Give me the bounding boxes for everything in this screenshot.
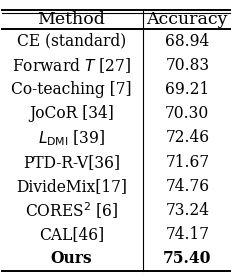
Text: CAL[46]: CAL[46] [39,226,103,243]
Text: Co-teaching [7]: Co-teaching [7] [11,81,131,98]
Text: 73.24: 73.24 [165,202,208,219]
Text: Forward $T$ [27]: Forward $T$ [27] [12,56,130,75]
Text: Accuracy: Accuracy [146,11,227,28]
Text: PTD-R-V[36]: PTD-R-V[36] [23,154,119,171]
Text: 68.94: 68.94 [164,33,209,50]
Text: 69.21: 69.21 [164,81,209,98]
Text: 74.76: 74.76 [164,178,209,195]
Text: CORES$^{2}$ [6]: CORES$^{2}$ [6] [24,200,118,221]
Text: 75.40: 75.40 [162,250,211,267]
Text: JoCoR [34]: JoCoR [34] [29,105,113,122]
Text: 71.67: 71.67 [164,154,209,171]
Text: Ours: Ours [50,250,92,267]
Text: Method: Method [37,11,105,28]
Text: $L_{\mathrm{DMI}}$ [39]: $L_{\mathrm{DMI}}$ [39] [37,128,105,148]
Text: 70.30: 70.30 [164,105,209,122]
Text: 70.83: 70.83 [164,57,209,74]
Text: DivideMix[17]: DivideMix[17] [16,178,126,195]
Text: CE (standard): CE (standard) [17,33,125,50]
Text: 72.46: 72.46 [164,129,209,146]
Text: 74.17: 74.17 [165,226,208,243]
